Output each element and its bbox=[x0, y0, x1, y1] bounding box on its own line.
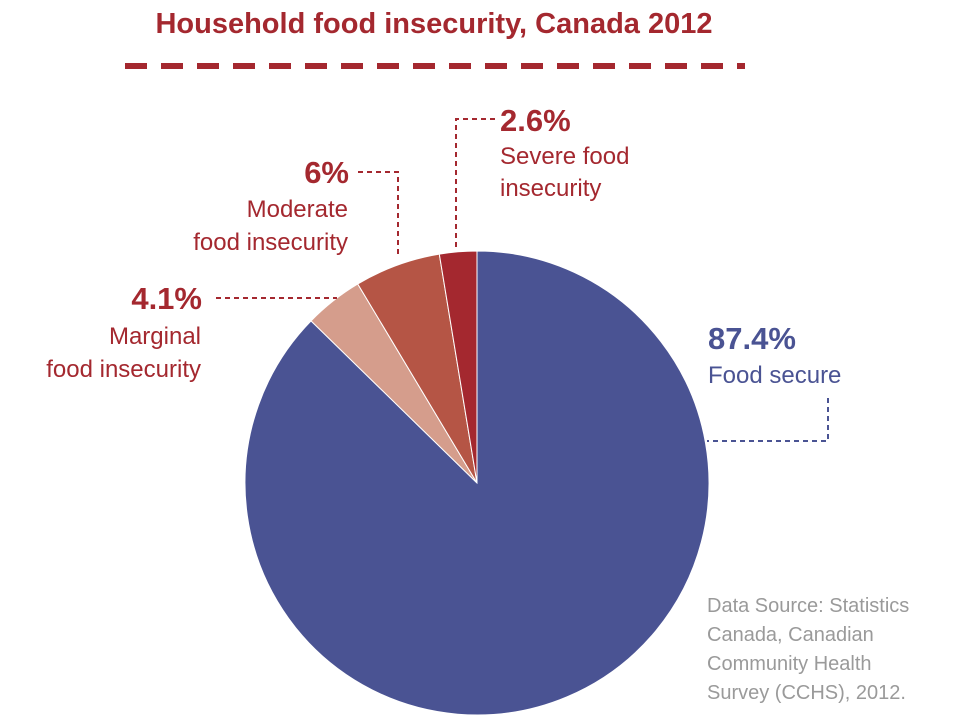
chart-title: Household food insecurity, Canada 2012 bbox=[155, 8, 712, 40]
slice-category-label: food insecurity bbox=[193, 229, 348, 256]
slice-category-label: insecurity bbox=[500, 175, 601, 202]
leader-lines bbox=[216, 118, 829, 442]
pie-slices bbox=[244, 250, 710, 716]
slice-category-label: food insecurity bbox=[46, 356, 201, 383]
slice-percent-label: 6% bbox=[304, 155, 349, 190]
pie-slice bbox=[438, 250, 478, 484]
leader-line bbox=[358, 171, 399, 256]
slice-percent-label: 4.1% bbox=[131, 281, 202, 316]
leader-line bbox=[455, 118, 495, 249]
slice-category-label: Food secure bbox=[708, 362, 841, 389]
source-line: Data Source: Statistics bbox=[707, 595, 909, 617]
slice-category-label: Moderate bbox=[247, 196, 348, 223]
slice-category-label: Severe food bbox=[500, 143, 629, 170]
slice-percent-label: 87.4% bbox=[708, 321, 796, 356]
slice-percent-label: 2.6% bbox=[500, 103, 571, 138]
source-line: Canada, Canadian bbox=[707, 624, 874, 646]
slice-category-label: Marginal bbox=[109, 323, 201, 350]
source-line: Community Health bbox=[707, 653, 872, 675]
source-line: Survey (CCHS), 2012. bbox=[707, 682, 906, 704]
slice-labels: 87.4% Food secure 4.1% Marginal food insecur… bbox=[46, 103, 841, 389]
data-source-note: Data Source: Statistics Canada, Canadian… bbox=[707, 595, 915, 704]
leader-line bbox=[707, 398, 829, 442]
